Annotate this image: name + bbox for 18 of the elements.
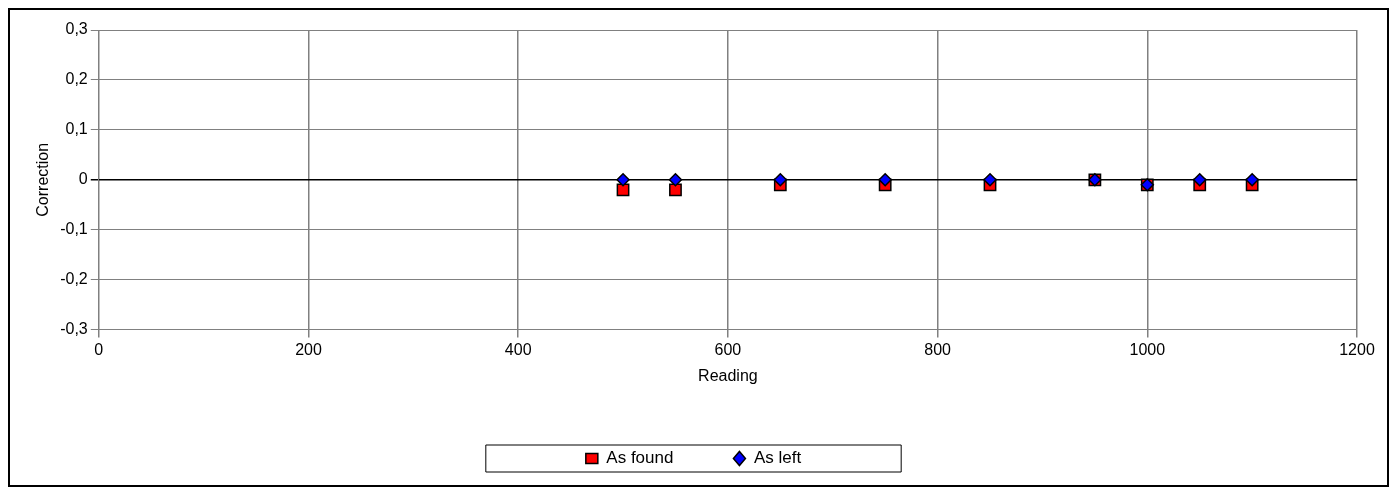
x-tick-label: 0 xyxy=(94,340,104,358)
x-tick-label: 1200 xyxy=(1339,340,1375,358)
x-tick-label: 400 xyxy=(504,340,532,358)
legend-label: As found xyxy=(606,448,674,468)
y-tick-label: -0,3 xyxy=(60,320,88,338)
y-tick-label: 0,2 xyxy=(65,70,88,88)
y-axis-title: Correction xyxy=(34,142,52,217)
x-axis-title: Reading xyxy=(698,366,758,384)
y-tick-label: -0,1 xyxy=(60,220,88,238)
legend-label: As left xyxy=(753,448,802,468)
x-tick-label: 600 xyxy=(714,340,742,358)
x-tick-label: 1000 xyxy=(1129,340,1166,358)
y-tick-label: -0,2 xyxy=(60,270,88,288)
y-tick-label: 0,1 xyxy=(65,120,88,138)
x-tick-label: 800 xyxy=(924,340,952,358)
y-tick-label: 0,3 xyxy=(65,20,88,38)
y-tick-label: 0 xyxy=(78,170,88,188)
x-tick-label: 200 xyxy=(295,340,322,358)
